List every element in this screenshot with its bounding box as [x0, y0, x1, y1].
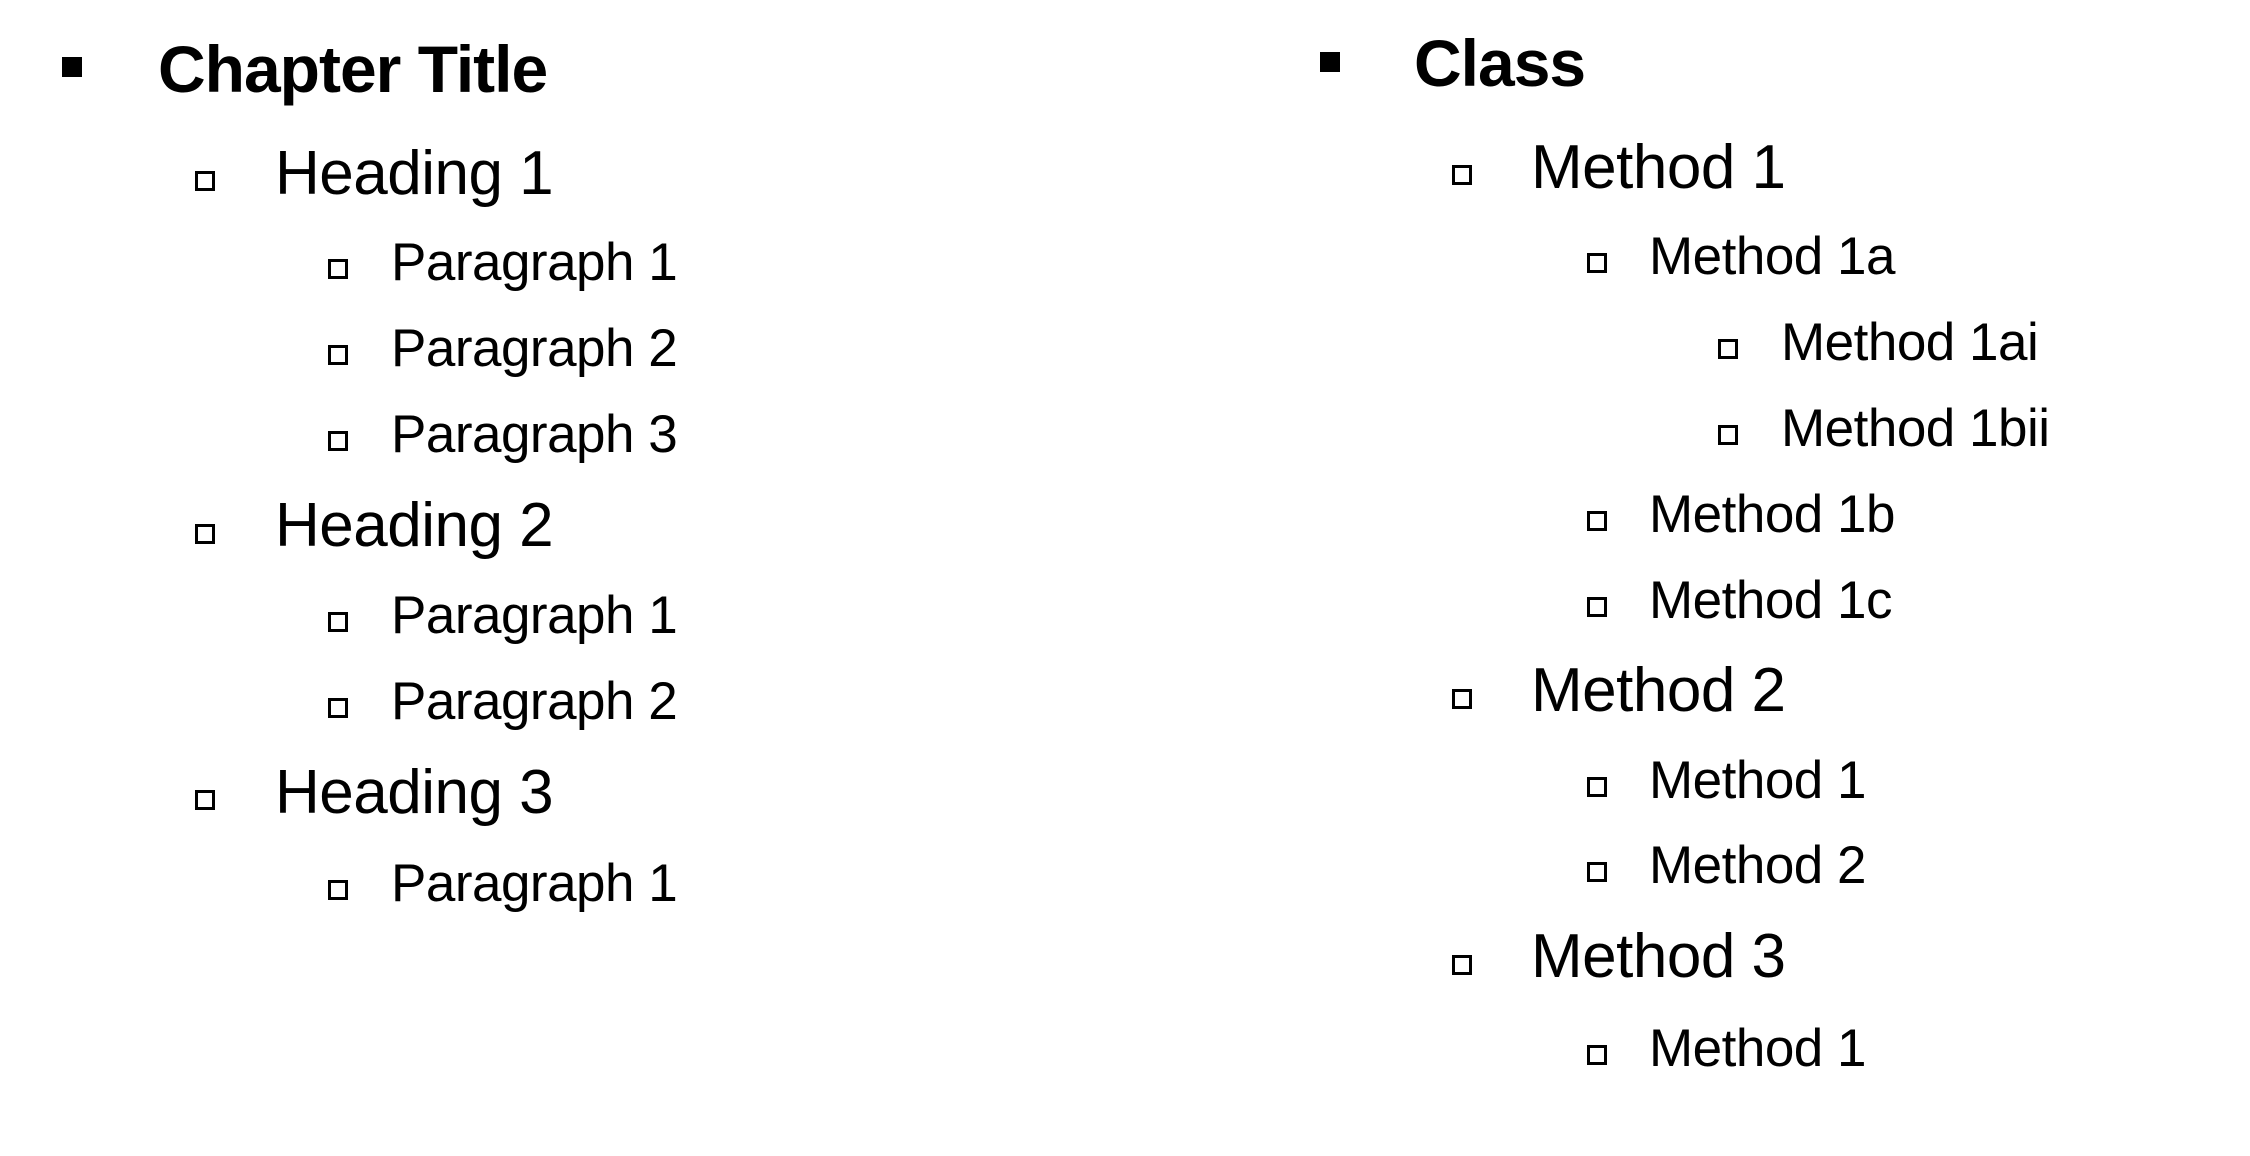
method-label: Method 3	[1531, 922, 1786, 991]
method-sub-label: Method 1b	[1649, 485, 1895, 544]
hollow-square-bullet-icon	[1587, 253, 1607, 273]
hollow-square-bullet-icon	[1452, 955, 1472, 975]
method-sub-label: Method 1	[1649, 1019, 1866, 1078]
hollow-square-bullet-icon	[328, 345, 348, 365]
hollow-square-bullet-icon	[195, 171, 215, 191]
hollow-square-bullet-icon	[328, 431, 348, 451]
hollow-square-bullet-icon	[1587, 597, 1607, 617]
method-sub-label: Method 2	[1649, 836, 1866, 895]
class-title: Class	[1414, 26, 1586, 100]
method-sub-sub-label: Method 1ai	[1781, 313, 2039, 372]
hollow-square-bullet-icon	[328, 612, 348, 632]
paragraph-label: Paragraph 1	[391, 854, 678, 913]
heading-label: Heading 1	[275, 139, 554, 208]
hollow-square-bullet-icon	[1587, 777, 1607, 797]
hollow-square-bullet-icon	[195, 524, 215, 544]
method-sub-sub-label: Method 1bii	[1781, 399, 2050, 458]
chapter-title: Chapter Title	[158, 32, 548, 106]
paragraph-label: Paragraph 2	[391, 672, 678, 731]
hollow-square-bullet-icon	[1452, 165, 1472, 185]
paragraph-label: Paragraph 1	[391, 586, 678, 645]
paragraph-label: Paragraph 2	[391, 319, 678, 378]
method-label: Method 2	[1531, 656, 1786, 725]
method-sub-label: Method 1	[1649, 751, 1866, 810]
hollow-square-bullet-icon	[1718, 425, 1738, 445]
hollow-square-bullet-icon	[1587, 511, 1607, 531]
method-label: Method 1	[1531, 133, 1786, 202]
heading-label: Heading 3	[275, 758, 554, 827]
paragraph-label: Paragraph 3	[391, 405, 678, 464]
hollow-square-bullet-icon	[1587, 862, 1607, 882]
filled-square-bullet-icon	[1320, 52, 1340, 72]
filled-square-bullet-icon	[62, 57, 82, 77]
method-sub-label: Method 1a	[1649, 227, 1895, 286]
hollow-square-bullet-icon	[1452, 689, 1472, 709]
hollow-square-bullet-icon	[1718, 339, 1738, 359]
paragraph-label: Paragraph 1	[391, 233, 678, 292]
hollow-square-bullet-icon	[195, 790, 215, 810]
hollow-square-bullet-icon	[328, 880, 348, 900]
hollow-square-bullet-icon	[1587, 1045, 1607, 1065]
hollow-square-bullet-icon	[328, 259, 348, 279]
method-sub-label: Method 1c	[1649, 571, 1892, 630]
hollow-square-bullet-icon	[328, 698, 348, 718]
heading-label: Heading 2	[275, 491, 554, 560]
